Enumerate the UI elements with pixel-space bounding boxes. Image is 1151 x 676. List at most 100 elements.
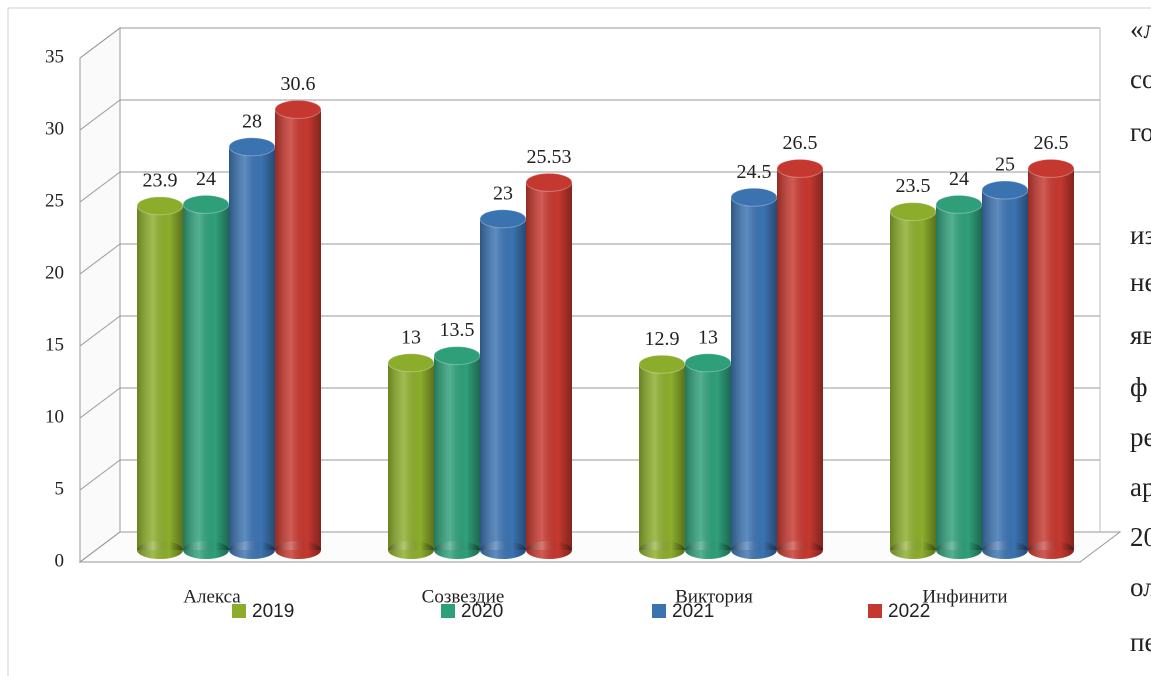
bar-shade — [936, 204, 982, 550]
bar-shade — [183, 204, 229, 550]
side-text: пе — [1130, 627, 1151, 657]
value-label: 24 — [949, 168, 969, 190]
y-tick-label: 25 — [45, 190, 64, 211]
legend-label: 2019 — [252, 601, 294, 622]
bar-shade — [731, 197, 777, 550]
value-label: 13.5 — [440, 319, 475, 341]
grid-line — [79, 243, 121, 275]
legend-label: 2020 — [461, 601, 503, 622]
side-text: не — [1130, 267, 1151, 297]
bar-shade — [275, 109, 321, 551]
bar-shade — [890, 211, 936, 550]
value-label: 13 — [698, 326, 718, 348]
bar-shade — [639, 364, 685, 550]
bar-top — [525, 172, 573, 192]
bar-top — [136, 196, 184, 216]
x-tick-label: Инфинити — [922, 586, 1007, 607]
bar-top — [433, 346, 481, 366]
bar-top — [981, 180, 1029, 200]
x-tick-label: Алекса — [183, 586, 241, 607]
bar-shade — [1028, 168, 1074, 550]
y-tick-label: 35 — [45, 46, 64, 67]
bar-top — [182, 194, 230, 214]
legend-label: 2021 — [672, 601, 714, 622]
y-tick-label: 15 — [45, 334, 64, 355]
bar-shade — [434, 355, 480, 550]
grid-line — [79, 531, 121, 563]
grid-line — [79, 27, 121, 59]
x-tick-label: Созвездие — [422, 586, 505, 607]
value-label: 24.5 — [737, 161, 772, 183]
bar-top — [387, 353, 435, 373]
value-label: 24 — [196, 168, 216, 190]
bar-base-shade — [936, 541, 982, 559]
grid-line — [79, 459, 121, 491]
axis-wall — [79, 27, 121, 563]
y-tick-label: 10 — [45, 406, 64, 427]
bar-base-shade — [639, 541, 685, 559]
x-tick-label: Виктория — [675, 586, 753, 607]
bar-top — [1027, 158, 1075, 178]
bar-top — [935, 194, 983, 214]
bar-shade — [982, 190, 1028, 550]
bar-shade — [526, 182, 572, 551]
side-text: 20 — [1130, 522, 1151, 552]
value-label: 23.5 — [896, 175, 931, 197]
value-label: 26.5 — [783, 132, 818, 154]
grid-line — [79, 171, 121, 203]
bar-base-shade — [731, 541, 777, 559]
legend-swatch — [232, 604, 246, 618]
side-text: из — [1130, 220, 1151, 250]
side-text: ре — [1130, 422, 1151, 452]
bar-base-shade — [777, 541, 823, 559]
bar-base-shade — [434, 541, 480, 559]
value-label: 13 — [401, 326, 421, 348]
bar-base-shade — [183, 541, 229, 559]
value-label: 25.53 — [527, 146, 572, 168]
side-text: ф — [1130, 372, 1148, 402]
legend-swatch — [441, 604, 455, 618]
bar-base-shade — [1028, 541, 1074, 559]
side-text: яв — [1130, 320, 1151, 350]
value-label: 12.9 — [645, 328, 680, 350]
bar-shade — [777, 168, 823, 550]
bar-shade — [685, 362, 731, 550]
side-text: ар — [1130, 472, 1151, 502]
bar-top — [274, 99, 322, 119]
y-tick-label: 30 — [45, 118, 64, 139]
legend-swatch — [652, 604, 666, 618]
bar-shade — [480, 218, 526, 551]
bar-top — [889, 202, 937, 222]
grid-line — [79, 99, 121, 131]
bar-top — [730, 187, 778, 207]
value-label: 23.9 — [143, 169, 178, 191]
value-label: 30.6 — [281, 73, 316, 95]
side-text: со — [1130, 64, 1151, 94]
legend-swatch — [868, 604, 882, 618]
bar-base-shade — [229, 541, 275, 559]
bar-shade — [137, 205, 183, 550]
bar-top — [776, 158, 824, 178]
bar-base-shade — [137, 541, 183, 559]
bar-top — [479, 209, 527, 229]
bar-base-shade — [685, 541, 731, 559]
y-tick-label: 5 — [55, 478, 65, 499]
bar-base-shade — [890, 541, 936, 559]
legend-label: 2022 — [888, 601, 930, 622]
bar-base-shade — [388, 541, 434, 559]
value-label: 23 — [493, 182, 513, 204]
side-text: ол — [1130, 572, 1151, 602]
value-label: 28 — [242, 110, 262, 132]
side-text: го — [1130, 117, 1151, 147]
value-label: 25 — [995, 154, 1015, 176]
value-label: 26.5 — [1034, 132, 1069, 154]
y-tick-label: 20 — [45, 262, 64, 283]
y-tick-label: 0 — [55, 550, 65, 571]
bar-base-shade — [982, 541, 1028, 559]
grid-line — [79, 387, 121, 419]
bar-top — [638, 354, 686, 374]
bar-base-shade — [526, 541, 572, 559]
bar-top — [228, 137, 276, 157]
bar-shade — [229, 146, 275, 551]
